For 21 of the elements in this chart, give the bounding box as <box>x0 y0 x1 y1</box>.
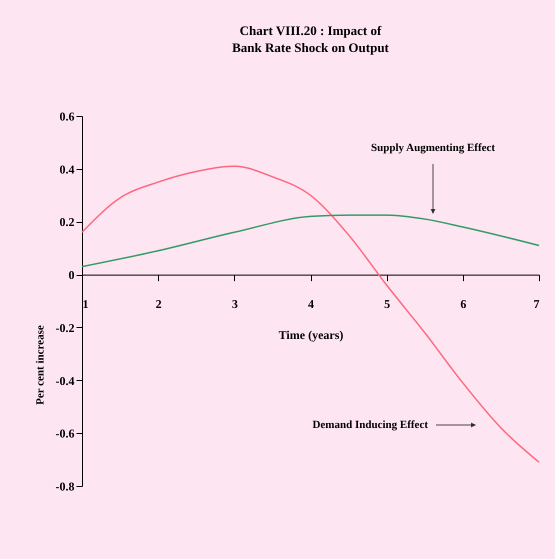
y-tick-label: 0.2 <box>60 215 74 230</box>
x-tick-label: 5 <box>384 297 390 312</box>
y-tick-label: -0.2 <box>56 320 74 335</box>
y-tick-label: 0 <box>68 268 74 282</box>
x-tick-label: 4 <box>308 297 314 312</box>
x-tick-label: 7 <box>534 297 540 312</box>
y-tick-label: -0.8 <box>56 480 74 494</box>
x-tick-label: 6 <box>460 297 466 312</box>
y-tick-label: -0.6 <box>56 426 74 441</box>
y-tick-label: -0.4 <box>56 374 74 388</box>
x-tick-label: 1 <box>82 297 88 312</box>
y-tick-label: 0.4 <box>60 162 74 176</box>
y-tick-label: 0.6 <box>60 110 74 124</box>
annotation: Demand Inducing Effect <box>312 419 428 431</box>
x-axis-title: Time (years) <box>278 328 344 342</box>
chart-title: Chart VIII.20 : Impact of Bank Rate Shock on Output <box>232 23 390 55</box>
y-axis-title: Per cent increase <box>34 325 47 405</box>
line-series <box>81 214 540 268</box>
x-tick-label: 2 <box>156 297 162 312</box>
annotation: Supply Augmenting Effect <box>370 142 496 154</box>
x-tick-label: 3 <box>232 297 238 312</box>
